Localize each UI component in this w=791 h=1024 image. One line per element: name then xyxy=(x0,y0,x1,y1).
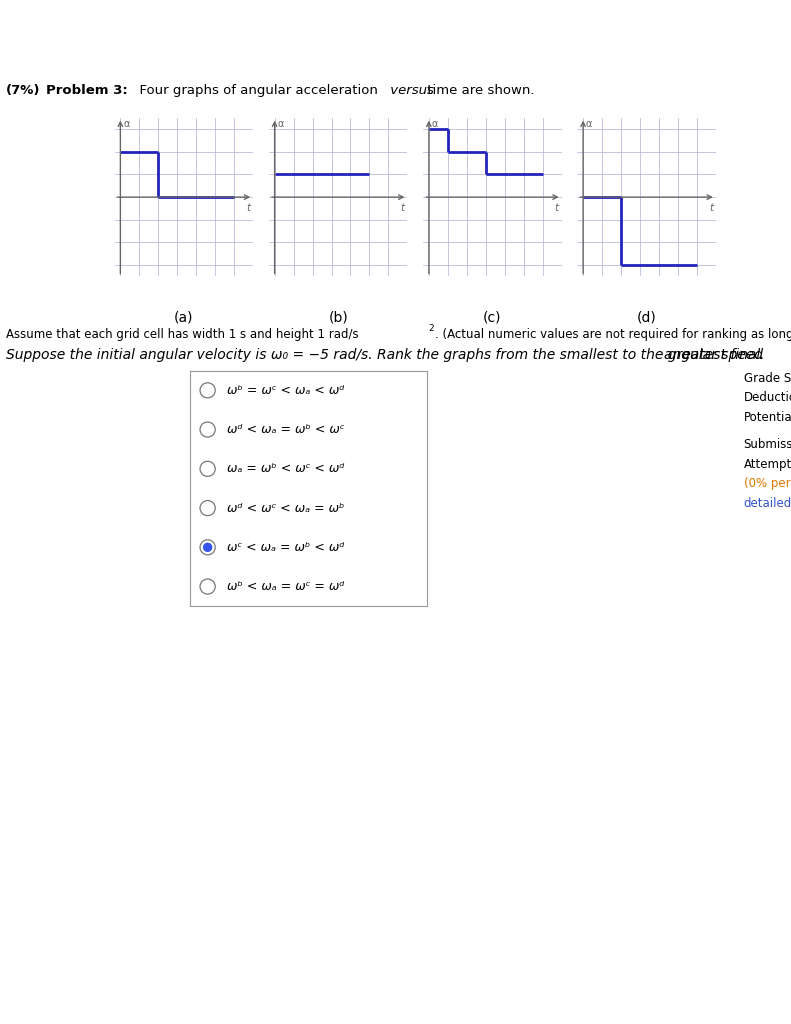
Text: detailed: detailed xyxy=(744,497,791,510)
Text: (a): (a) xyxy=(174,310,194,325)
Text: (d): (d) xyxy=(637,310,657,325)
Text: ωᵈ < ωᶜ < ωₐ = ωᵇ: ωᵈ < ωᶜ < ωₐ = ωᵇ xyxy=(227,502,344,515)
Text: (7%): (7%) xyxy=(6,84,41,97)
Text: (b): (b) xyxy=(328,310,348,325)
Text: Potential: Potential xyxy=(744,411,791,424)
Text: ωᵇ = ωᶜ < ωₐ < ωᵈ: ωᵇ = ωᶜ < ωₐ < ωᵈ xyxy=(227,384,344,397)
Text: versus: versus xyxy=(386,84,434,97)
Text: (c): (c) xyxy=(483,310,501,325)
Text: Suppose the initial angular velocity is ω₀ = −5 rad/s. Rank the graphs from the : Suppose the initial angular velocity is … xyxy=(6,348,765,362)
Text: ωₐ = ωᵇ < ωᶜ < ωᵈ: ωₐ = ωᵇ < ωᶜ < ωᵈ xyxy=(227,462,344,475)
Text: α: α xyxy=(586,119,592,129)
Text: t: t xyxy=(709,203,713,213)
Text: t: t xyxy=(400,203,404,213)
Text: time are shown.: time are shown. xyxy=(423,84,535,97)
Text: Grade Su: Grade Su xyxy=(744,372,791,385)
Text: ωᵇ < ωₐ = ωᶜ = ωᵈ: ωᵇ < ωₐ = ωᶜ = ωᵈ xyxy=(227,580,344,593)
Text: angular speed: angular speed xyxy=(664,348,763,362)
Text: Deductio: Deductio xyxy=(744,391,791,404)
Text: (0% per a: (0% per a xyxy=(744,477,791,490)
Text: α: α xyxy=(432,119,438,129)
Text: t: t xyxy=(554,203,558,213)
Text: ωᶜ < ωₐ = ωᵇ < ωᵈ: ωᶜ < ωₐ = ωᵇ < ωᵈ xyxy=(227,541,344,554)
Text: Assume that each grid cell has width 1 s and height 1 rad/s: Assume that each grid cell has width 1 s… xyxy=(6,328,359,341)
Circle shape xyxy=(202,543,213,552)
Text: Attempts: Attempts xyxy=(744,458,791,471)
Text: Submissi: Submissi xyxy=(744,438,791,452)
Text: 2: 2 xyxy=(429,324,434,333)
Text: .: . xyxy=(759,348,764,362)
Text: Problem 3:: Problem 3: xyxy=(46,84,127,97)
Text: α: α xyxy=(278,119,284,129)
Text: α: α xyxy=(123,119,130,129)
Text: ωᵈ < ωₐ = ωᵇ < ωᶜ: ωᵈ < ωₐ = ωᵇ < ωᶜ xyxy=(227,423,344,436)
Text: . (Actual numeric values are not required for ranking as long as all axes are sc: . (Actual numeric values are not require… xyxy=(435,328,791,341)
Text: t: t xyxy=(246,203,250,213)
Text: Four graphs of angular acceleration: Four graphs of angular acceleration xyxy=(131,84,377,97)
